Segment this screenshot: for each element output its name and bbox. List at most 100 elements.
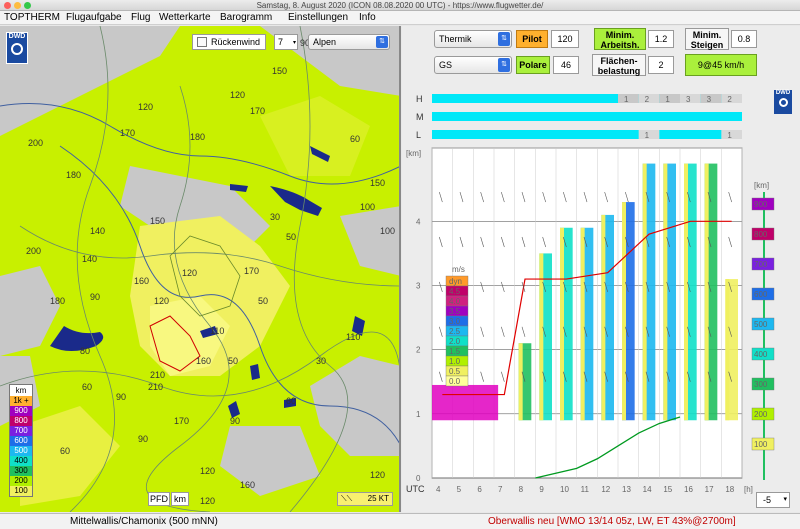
wind-barb [480,191,484,203]
wind-barb [480,326,484,337]
wind-barb [501,191,505,203]
km-button[interactable]: km [171,492,189,506]
wind-barb [563,236,567,248]
mode-select[interactable]: Thermik ⇅ [434,30,512,48]
wind-barb [563,371,567,382]
wind-barb [625,191,629,203]
y-tick-label: 4 [416,217,421,226]
legend-item: 700 [10,426,32,436]
wind-barb [687,191,691,203]
right-scale-label: 800 [754,230,768,239]
menu-item-flug[interactable]: Flug [131,12,151,23]
menu-item-einstellungen[interactable]: Einstellungen [288,12,349,23]
cloud-cover-value: 3 [707,95,712,104]
right-scale-swatch [751,377,775,391]
cloud-cover-value: 3 [686,95,691,104]
tailwind-toggle[interactable]: Rückenwind [192,34,266,50]
thermal-bar-edge [663,163,668,421]
contour-label: 30 [270,212,281,222]
wind-barb [687,281,691,293]
wind-barb [604,371,608,382]
contour-label: 150 [150,216,166,226]
wind-barb [666,236,670,248]
pilot-weight-input[interactable]: 120 [551,30,579,48]
wind-barb [625,236,629,248]
cloud-cover-cell [721,94,742,103]
pfd-button[interactable]: PFD [148,492,170,506]
menu-item-barogramm[interactable]: Barogramm [220,12,273,23]
right-axis-title: [km] [754,181,769,190]
contour-label: 180 [190,132,206,142]
contour-label: 170 [174,416,190,426]
chevron-down-icon: ⇅ [498,58,510,72]
y-axis-title: [km] [406,149,421,158]
ms-legend-label: 4.0 [449,297,461,306]
region-select[interactable]: Alpen ⇅ [308,34,390,50]
contour-label: 170 [250,106,266,116]
zoom-window-button[interactable] [24,2,31,9]
ms-legend-label: 0.5 [449,367,461,376]
wind-barb [480,236,484,248]
wind-barb [521,371,526,382]
tailwind-checkbox[interactable] [197,37,207,47]
menu-item-wetterkarte[interactable]: Wetterkarte [159,12,211,23]
wind-barb-icon: ⟍⟍ [341,494,353,503]
contour-label: 30 [316,356,327,366]
y-tick-label: 2 [416,346,421,355]
min-climb-input[interactable]: 0.8 [731,30,757,48]
menu-item-flugaufgabe[interactable]: Flugaufgabe [66,12,122,23]
wind-barb [542,281,546,293]
menu-item-toptherm[interactable]: TOPTHERM [4,12,60,23]
wind-barb [707,371,712,382]
cloud-cover-cell [618,94,639,103]
close-window-button[interactable] [4,2,11,9]
x-tick-label: 7 [498,485,503,494]
thermal-bar-edge [601,214,606,421]
contour-label: 180 [50,296,66,306]
wind-barb [439,191,443,203]
tailwind-label: Rückenwind [211,37,261,47]
thermal-bar-edge [560,227,564,421]
contour-label: 90 [116,392,127,402]
tailwind-value-select[interactable]: 7 ▾ [274,34,298,50]
wind-barb [563,326,567,337]
offset-value: -5 [763,495,772,505]
contour-label: 120 [154,296,170,306]
offset-select[interactable]: -5 ▾ [756,492,790,508]
dwd-logo-right: DWD [774,90,792,114]
polar-input[interactable]: 46 [553,56,579,74]
cloud-base-line [442,220,732,396]
wind-barb [666,191,670,203]
x-tick-label: 6 [477,485,482,494]
wind-barb [501,281,505,293]
thermal-bar-edge [642,163,647,421]
thermal-bar-edge [684,163,688,421]
dwd-swirl-icon [11,43,23,55]
map-legend: km 1k +900 800 700 600 500 400 300 200 100 [9,384,33,497]
ms-legend-label: 4.5 [449,287,461,296]
legend-item: 100 [10,486,32,496]
contour-label: 160 [196,356,212,366]
menu-item-info[interactable]: Info [359,12,376,23]
contour-label: 90 [230,416,241,426]
contour-label: 90 [138,434,149,444]
ms-legend-label: 2.5 [449,327,461,336]
minimize-window-button[interactable] [14,2,21,9]
right-scale-swatch [751,437,775,451]
wind-barb [625,326,629,337]
min-work-height-label: Minim. Arbeitsh. [594,28,646,50]
x-tick-label: 16 [684,485,693,494]
wind-barb [707,281,712,293]
min-work-height-input[interactable]: 1.2 [648,30,674,48]
contour-label: 110 [210,326,225,336]
x-unit-label: [h] [744,485,753,494]
wing-loading-input[interactable]: 2 [648,56,674,74]
right-scale-swatch [751,197,775,211]
thermal-map[interactable]: 200 140 180 150 170 90 120 100 30 50 140… [0,26,401,512]
glider-select[interactable]: GS ⇅ [434,56,512,74]
cloud-row-label: H [416,94,423,104]
contour-label: 200 [26,246,42,256]
right-scale-label: 700 [754,260,768,269]
right-panel: Thermik ⇅ Pilot 120 Minim. Arbeitsh. 1.2… [402,26,800,512]
wind-barb [501,371,505,382]
